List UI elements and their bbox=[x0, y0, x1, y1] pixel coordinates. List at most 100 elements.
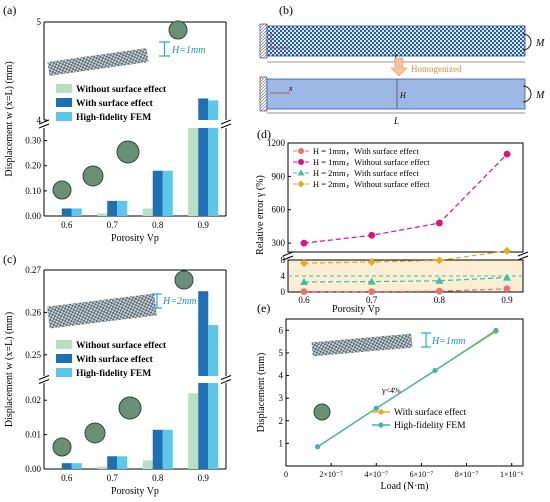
data-point bbox=[300, 259, 308, 268]
y-tick-label: 0 bbox=[281, 287, 286, 297]
panel-a: (a) 0.00 0.10 0.20 0.30 4 5 0.6 0.7 0.8 0.9 Withou… bbox=[3, 3, 232, 244]
y-tick-label: 0.30 bbox=[25, 136, 41, 146]
y-tick-label: 2 bbox=[279, 416, 284, 426]
x-tick-label: 0.7 bbox=[107, 220, 119, 230]
y-tick-label: 0.01 bbox=[25, 430, 41, 440]
unit-cells-c bbox=[52, 270, 194, 457]
legend-label: H = 1mm，With surface effect bbox=[313, 146, 419, 156]
x-tick-label: 0.8 bbox=[152, 220, 164, 230]
bar bbox=[162, 170, 173, 216]
axis-break bbox=[220, 123, 232, 129]
legend-label: With surface effect bbox=[76, 99, 154, 109]
panel-c-label: (c) bbox=[3, 252, 16, 266]
bar bbox=[61, 463, 72, 469]
x-axis-label-b: x bbox=[288, 84, 293, 93]
series-line bbox=[317, 329, 497, 448]
homogenized-label: Homogenized bbox=[411, 64, 462, 74]
axis-break bbox=[220, 379, 232, 384]
legend-marker bbox=[297, 180, 305, 188]
y-tick-label: 0.20 bbox=[25, 161, 41, 171]
data-point bbox=[373, 405, 379, 411]
bar bbox=[162, 429, 173, 469]
panel-b-label: (b) bbox=[279, 3, 293, 17]
height-label-b: H bbox=[399, 91, 407, 100]
unit-cell-icon bbox=[168, 20, 188, 40]
x-tick-label: 0.8 bbox=[434, 295, 446, 305]
y-tick-label: 900 bbox=[272, 171, 286, 181]
bar bbox=[208, 383, 219, 469]
h-label-a: H=1mm bbox=[171, 45, 205, 56]
legend-label: With surface effect bbox=[76, 355, 154, 365]
bar bbox=[71, 463, 82, 469]
data-point bbox=[367, 277, 376, 285]
y-tick-label: 0.27 bbox=[25, 265, 41, 275]
axis-break bbox=[38, 375, 50, 380]
y-axis-label: Relative error γ (%) bbox=[255, 175, 266, 255]
clamp-support-top bbox=[259, 23, 268, 59]
panel-d-label: (d) bbox=[257, 127, 271, 141]
data-point bbox=[367, 258, 376, 267]
y-tick-label: 0.10 bbox=[25, 186, 41, 196]
data-point bbox=[503, 150, 511, 158]
axis-break bbox=[38, 119, 50, 125]
x-tick-label: 0.7 bbox=[366, 295, 378, 305]
legend-swatch bbox=[56, 354, 72, 363]
data-point bbox=[368, 231, 376, 239]
y-tick-label: 600 bbox=[272, 205, 286, 215]
data-point bbox=[300, 278, 308, 285]
bar bbox=[117, 456, 128, 469]
data-point bbox=[493, 327, 499, 333]
bar bbox=[198, 291, 209, 376]
legend-label: With surface effect bbox=[394, 407, 467, 418]
x-tick-label: 0.9 bbox=[198, 220, 210, 230]
x-axis-label: Porosity Vp bbox=[332, 304, 380, 315]
data-point bbox=[435, 219, 443, 227]
legend-marker bbox=[297, 169, 305, 176]
y-tick-label: 3 bbox=[279, 393, 284, 403]
moment-label-bottom: M bbox=[535, 90, 545, 101]
series-line bbox=[303, 153, 508, 244]
legend-marker bbox=[378, 422, 384, 428]
y-axis-label: Displacement w (x=L) (mm) bbox=[4, 61, 15, 176]
panel-c: (c) 0.00 0.01 0.02 0.25 0.26 0.27 0.6 0.7 0.8 0.9… bbox=[3, 252, 232, 497]
unit-cell-icon bbox=[82, 165, 104, 187]
unit-cell-icon bbox=[118, 396, 142, 420]
bar bbox=[61, 208, 72, 216]
unit-cell-icon bbox=[174, 270, 194, 290]
h-marker-a: H=1mm bbox=[159, 41, 205, 57]
data-point bbox=[503, 285, 511, 293]
bar bbox=[142, 208, 153, 216]
axis-break bbox=[517, 251, 529, 257]
x-tick-label: 0.6 bbox=[61, 473, 73, 483]
gamma-note: γ<4% bbox=[381, 386, 401, 395]
x-tick-label: 0.7 bbox=[107, 473, 119, 483]
h-label-c: H=2mm bbox=[162, 296, 196, 307]
x-tick-label: 2×10⁻⁷ bbox=[319, 470, 343, 479]
bar bbox=[152, 170, 163, 216]
frame bbox=[285, 318, 524, 467]
lattice-beam bbox=[266, 25, 526, 57]
axis-break bbox=[517, 255, 529, 261]
panel-a-label: (a) bbox=[3, 3, 16, 17]
y-tick-label: 1200 bbox=[267, 138, 286, 148]
legend-swatch bbox=[56, 368, 72, 377]
x-tick-label: 8×10⁻⁷ bbox=[455, 470, 479, 479]
legend-label: H = 2mm，Without surface effect bbox=[313, 179, 430, 189]
panel-e: (e) 1 2 3 4 5 6 0 2×10⁻⁷ 4×10⁻⁷ 6×10⁻⁷ 8×10⁻⁷ 1×10⁻… bbox=[256, 301, 524, 492]
length-label-bottom: L bbox=[393, 116, 399, 126]
panel-b: (b) M L Homogenized x H M L bbox=[259, 3, 545, 126]
y-tick-label: 300 bbox=[272, 238, 286, 248]
y-tick-label: 5 bbox=[279, 348, 284, 358]
data-point bbox=[368, 288, 376, 295]
legend-marker bbox=[298, 148, 304, 154]
unit-cell-icon bbox=[84, 422, 106, 444]
homogenized-beam bbox=[266, 78, 526, 110]
axis-break bbox=[220, 119, 232, 125]
legend-label: H = 2mm，With surface effect bbox=[313, 168, 419, 178]
y-tick-label: 4 bbox=[37, 115, 42, 125]
y-tick-label: 0.26 bbox=[25, 307, 41, 317]
panel-e-label: (e) bbox=[257, 301, 270, 315]
legend-swatch bbox=[56, 340, 72, 349]
beam-lattice-e bbox=[311, 333, 413, 357]
